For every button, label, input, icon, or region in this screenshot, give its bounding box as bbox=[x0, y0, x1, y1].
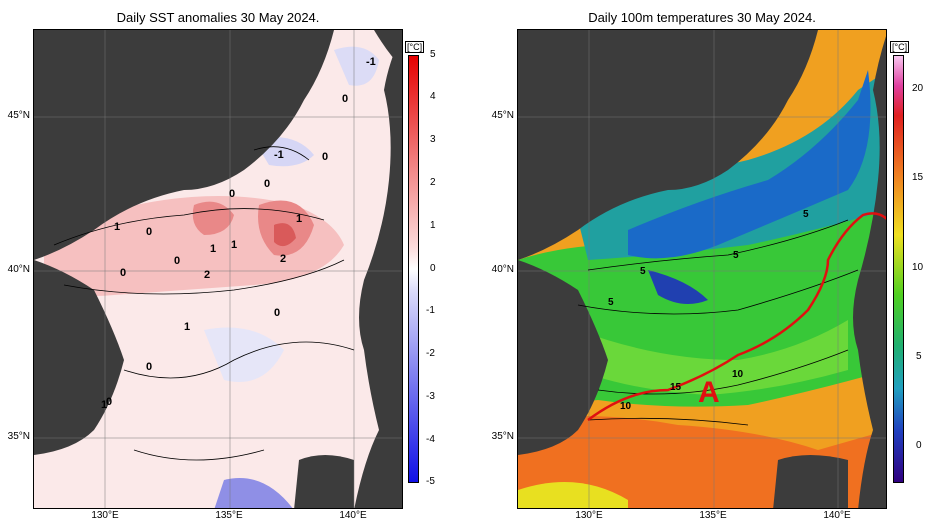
right-panel-title: Daily 100m temperatures 30 May 2024. bbox=[588, 10, 816, 25]
left-colorbar-tick: -5 bbox=[426, 476, 435, 487]
lon-label-130e: 130°E bbox=[91, 510, 119, 521]
contour-label: -1 bbox=[274, 149, 284, 161]
left-colorbar-tick: -3 bbox=[426, 391, 435, 402]
left-colorbar-tick: -1 bbox=[426, 305, 435, 316]
right-colorbar-tick: 10 bbox=[912, 262, 924, 273]
lat-label-35n: 35°N bbox=[7, 431, 30, 442]
cold-water bbox=[628, 70, 871, 259]
land-mainland bbox=[518, 30, 818, 260]
contour-label: 5 bbox=[803, 209, 809, 220]
lat-label-45n: 45°N bbox=[491, 110, 514, 121]
contour-label: 5 bbox=[608, 297, 614, 308]
lat-label-40n: 40°N bbox=[491, 264, 514, 275]
left-colorbar-tick: -4 bbox=[426, 434, 435, 445]
left-colorbar-tick: 4 bbox=[430, 91, 436, 102]
lon-label-140e: 140°E bbox=[339, 510, 367, 521]
anomaly-contours bbox=[53, 146, 355, 461]
lon-label-135e: 135°E bbox=[215, 510, 243, 521]
right-colorbar-tick: 0 bbox=[916, 440, 922, 451]
contour-label: 0 bbox=[146, 361, 152, 373]
land-japan-south bbox=[773, 455, 848, 508]
warm-anomaly-core bbox=[274, 223, 296, 247]
lat-label-45n: 45°N bbox=[7, 110, 30, 121]
temperature-100m-map-svg: 5 5 5 5 10 15 10 A bbox=[518, 30, 886, 508]
right-colorbar-tick: 5 bbox=[916, 351, 922, 362]
sst-anomaly-map-svg: -1 0 0 -1 0 0 1 0 1 1 2 0 1 2 0 0 1 0 0 … bbox=[34, 30, 402, 508]
sst-anomaly-map: -1 0 0 -1 0 0 1 0 1 1 2 0 1 2 0 0 1 0 0 … bbox=[33, 29, 403, 509]
cool-anomaly-area bbox=[334, 46, 379, 86]
contour-label: 2 bbox=[204, 269, 210, 281]
contour-label: 0 bbox=[120, 267, 126, 279]
cool-anomaly-area bbox=[204, 327, 284, 382]
map-grid bbox=[34, 30, 402, 508]
land-korea bbox=[34, 260, 124, 455]
right-colorbar-unit: [°C] bbox=[890, 41, 910, 53]
contour-label: 10 bbox=[732, 369, 744, 380]
contour-label: 0 bbox=[146, 226, 152, 238]
warm-anomaly-core bbox=[192, 201, 234, 235]
land-mainland bbox=[34, 30, 334, 260]
right-colorbar bbox=[893, 55, 904, 483]
left-colorbar-tick: 2 bbox=[430, 177, 436, 188]
left-colorbar-tick: 5 bbox=[430, 49, 436, 60]
contour-label: 0 bbox=[229, 188, 235, 200]
left-panel-title: Daily SST anomalies 30 May 2024. bbox=[116, 10, 320, 25]
contour-label: 0 bbox=[342, 93, 348, 105]
right-colorbar-tick: 20 bbox=[912, 83, 924, 94]
contour-label: 0 bbox=[264, 178, 270, 190]
contour-label: 1 bbox=[296, 213, 302, 225]
contour-label: 5 bbox=[733, 250, 739, 261]
contour-label: 10 bbox=[620, 401, 632, 412]
left-colorbar-tick: 0 bbox=[430, 263, 436, 274]
lat-label-40n: 40°N bbox=[7, 264, 30, 275]
marker-a-label: A bbox=[698, 376, 720, 409]
thermal-front-line bbox=[587, 212, 886, 422]
contour-label: 5 bbox=[640, 266, 646, 277]
contour-label: 0 bbox=[274, 307, 280, 319]
left-colorbar-tick: -2 bbox=[426, 348, 435, 359]
lat-label-35n: 35°N bbox=[491, 431, 514, 442]
contour-label: 1 bbox=[184, 321, 190, 333]
contour-label: 1 bbox=[101, 399, 107, 411]
lon-label-140e: 140°E bbox=[823, 510, 851, 521]
lon-label-130e: 130°E bbox=[575, 510, 603, 521]
contour-label: 1 bbox=[231, 239, 237, 251]
mid-temp-water-warm bbox=[578, 320, 848, 395]
left-colorbar bbox=[408, 55, 419, 483]
land-korea bbox=[518, 260, 608, 455]
contour-label: 0 bbox=[106, 396, 112, 408]
land-japan-south bbox=[294, 455, 354, 508]
lon-label-135e: 135°E bbox=[699, 510, 727, 521]
contour-label: -1 bbox=[366, 56, 376, 68]
warm-water-yellow bbox=[518, 482, 628, 508]
contour-label: 1 bbox=[210, 243, 216, 255]
contour-label: 1 bbox=[114, 221, 120, 233]
contour-label: 0 bbox=[174, 255, 180, 267]
left-colorbar-tick: 3 bbox=[430, 134, 436, 145]
contour-label: 0 bbox=[322, 151, 328, 163]
cool-anomaly-area bbox=[214, 478, 293, 508]
left-colorbar-tick: 1 bbox=[430, 220, 436, 231]
cold-water-core bbox=[648, 270, 708, 304]
contour-label: 15 bbox=[670, 382, 682, 393]
land-japan bbox=[853, 36, 886, 508]
temperature-100m-map: 5 5 5 5 10 15 10 A bbox=[517, 29, 887, 509]
land-sakhalin bbox=[374, 30, 402, 68]
contour-label: 2 bbox=[280, 253, 286, 265]
left-colorbar-unit: [°C] bbox=[405, 41, 425, 53]
right-colorbar-tick: 15 bbox=[912, 172, 924, 183]
